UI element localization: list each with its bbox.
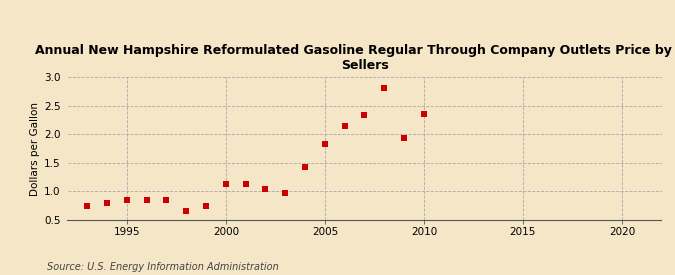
Point [122,198,132,202]
Point [200,204,211,208]
Point [379,86,389,91]
Point [82,204,92,208]
Point [141,198,152,202]
Text: Source: U.S. Energy Information Administration: Source: U.S. Energy Information Administ… [47,262,279,272]
Point [418,112,429,116]
Title: Annual New Hampshire Reformulated Gasoline Regular Through Company Outlets Price: Annual New Hampshire Reformulated Gasoli… [35,44,675,72]
Point [340,124,350,128]
Point [300,165,310,169]
Point [240,182,251,186]
Point [399,136,410,141]
Point [260,186,271,191]
Point [359,113,370,117]
Point [280,191,291,195]
Point [161,198,172,202]
Point [181,209,192,214]
Point [102,201,113,206]
Y-axis label: Dollars per Gallon: Dollars per Gallon [30,101,40,196]
Point [221,182,232,186]
Point [319,142,330,147]
